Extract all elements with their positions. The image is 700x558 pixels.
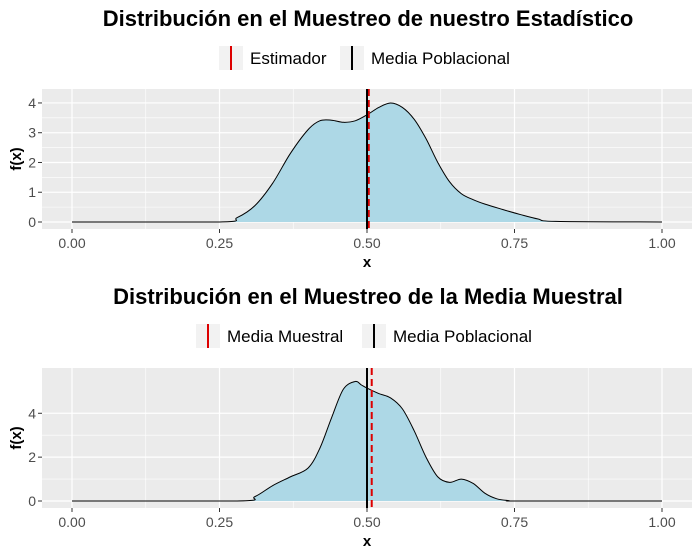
y-tick-label: 1 [28,184,36,200]
x-tick-label: 0.25 [206,235,233,251]
y-tick-label: 4 [28,405,36,421]
density-curve [72,102,663,223]
legend: Media Muestral Media Poblacional [196,324,532,348]
legend-label-media-muestral: Media Muestral [227,327,343,346]
y-tick-label: 4 [28,95,36,111]
legend-label-estimador: Estimador [250,49,327,68]
x-axis-title: x [363,254,372,271]
x-tick-label: 1.00 [648,514,675,530]
y-tick-label: 2 [28,449,36,465]
x-axis-title: x [363,533,372,550]
x-tick-label: 1.00 [648,235,675,251]
density-curve [71,380,662,502]
y-tick-label: 0 [28,214,36,230]
chart-title: Distribución en el Muestreo de la Media … [113,284,623,309]
chart-title: Distribución en el Muestreo de nuestro E… [103,6,634,31]
x-tick-label: 0.25 [206,514,233,530]
x-tick-label: 0.75 [501,514,528,530]
y-axis-title: f(x) [8,147,25,170]
chart-estadistico: Distribución en el Muestreo de nuestro E… [8,6,692,271]
y-tick-label: 0 [28,493,36,509]
chart-media-muestral: Distribución en el Muestreo de la Media … [8,284,692,550]
legend-label-media-poblacional: Media Poblacional [371,49,510,68]
y-axis: 0 1 2 3 4 [28,95,42,230]
legend-label-media-poblacional: Media Poblacional [393,327,532,346]
x-axis: 0.00 0.25 0.50 0.75 1.00 [58,508,676,530]
y-tick-label: 2 [28,154,36,170]
y-tick-label: 3 [28,125,36,141]
legend: Estimador Media Poblacional [219,46,510,70]
x-tick-label: 0.00 [58,514,85,530]
y-axis: 0 2 4 [28,405,42,509]
y-axis-title: f(x) [8,426,25,449]
x-tick-label: 0.75 [501,235,528,251]
x-tick-label: 0.00 [58,235,85,251]
x-tick-label: 0.50 [353,514,380,530]
x-axis: 0.00 0.25 0.50 0.75 1.00 [58,229,676,251]
x-tick-label: 0.50 [353,235,380,251]
